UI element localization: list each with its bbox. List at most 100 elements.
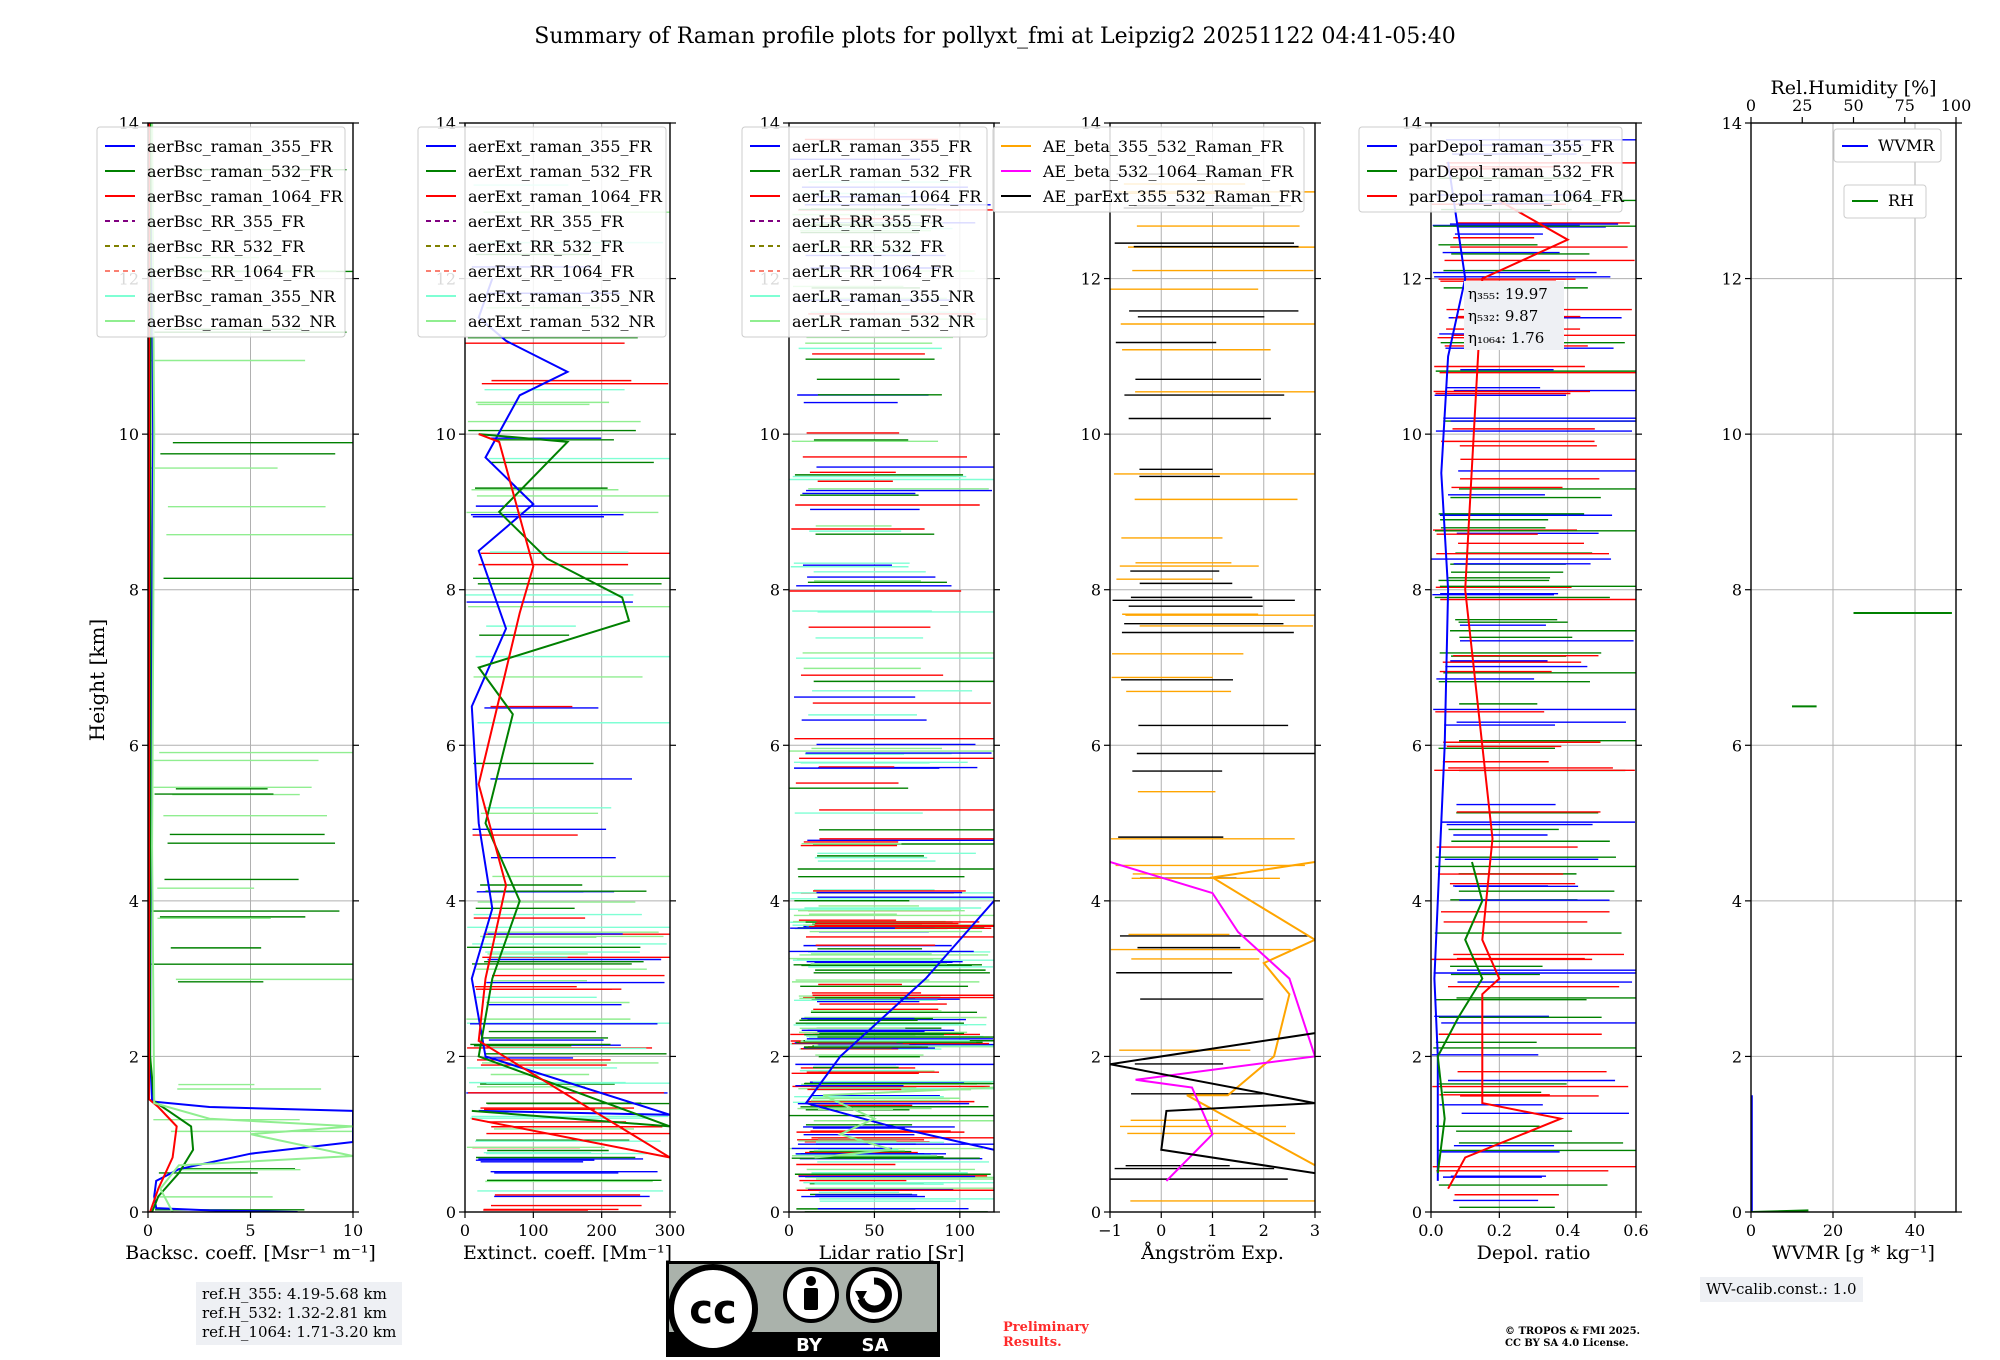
legend-label: aerLR_raman_1064_FR (792, 187, 982, 206)
legend-box (741, 126, 988, 338)
y-tick-label: 0 (1732, 1203, 1742, 1222)
legend-label: aerExt_raman_532_FR (468, 162, 653, 181)
reference-height-box: ref.H_355: 4.19-5.68 km ref.H_532: 1.32-… (196, 1282, 403, 1345)
series-AE_parExt_355_532_Raman_FR (1110, 1032, 1315, 1175)
y-tick-label: 0 (446, 1203, 456, 1222)
x-tick-label: 50 (864, 1221, 884, 1240)
series-aerBsc_raman_1064_FR (148, 123, 178, 1212)
y-tick-label: 0 (129, 1203, 139, 1222)
y-tick-label: 8 (1732, 581, 1742, 600)
series-aerLR_raman_355_FR (804, 900, 994, 1151)
y-tick-label: 0 (770, 1203, 780, 1222)
y-tick-label: 2 (129, 1047, 139, 1066)
x-tick-label: 0 (143, 1221, 153, 1240)
copyright-note: © TROPOS & FMI 2025. CC BY SA 4.0 Licens… (1505, 1326, 1641, 1349)
y-tick-label: 2 (1091, 1047, 1101, 1066)
x2-tick-label: 75 (1895, 96, 1915, 115)
y-axis-label: Height [km] (85, 619, 109, 741)
y-tick-label: 6 (1732, 736, 1742, 755)
x-tick-label: 100 (518, 1221, 549, 1240)
y-tick-label: 10 (1081, 425, 1101, 444)
eta-annotations: η₃₅₅: 19.97 η₅₃₂: 9.87 η₁₀₆₄: 1.76 (1464, 281, 1564, 350)
legend-label: AE_beta_532_1064_Raman_FR (1042, 162, 1294, 181)
x-axis-label: Lidar ratio [Sr] (819, 1242, 965, 1264)
x-tick-label: 0.2 (1487, 1221, 1512, 1240)
x-tick-label: 200 (586, 1221, 617, 1240)
y-tick-label: 8 (129, 581, 139, 600)
legend-label: parDepol_raman_532_FR (1409, 162, 1615, 181)
legend-label: aerExt_RR_532_FR (468, 237, 625, 256)
y-tick-label: 2 (446, 1047, 456, 1066)
eta-value: η₃₅₅: 19.97 (1468, 285, 1548, 303)
y-tick-label: 8 (446, 581, 456, 600)
legend-box (1843, 184, 1927, 219)
y-tick-label: 6 (1412, 736, 1422, 755)
y-tick-label: 4 (129, 892, 139, 911)
x2-axis-label: Rel.Humidity [%] (1770, 77, 1936, 99)
x2-tick-label: 0 (1746, 96, 1756, 115)
x-tick-label: 1 (1207, 1221, 1217, 1240)
cc-icon-text: cc (689, 1287, 736, 1333)
legend-label: aerBsc_RR_1064_FR (147, 262, 316, 281)
sa-share-alike-icon (846, 1267, 902, 1323)
legend-box (96, 126, 346, 338)
x-tick-label: 20 (1823, 1221, 1843, 1240)
legend: parDepol_raman_355_FR parDepol_raman_532_… (1358, 126, 1625, 213)
ref-height-355: ref.H_355: 4.19-5.68 km (202, 1285, 387, 1303)
series-aerBsc_raman_532_NR (151, 123, 353, 1212)
legend-label: AE_parExt_355_532_Raman_FR (1042, 187, 1303, 206)
legend-label: aerLR_raman_532_FR (792, 162, 972, 181)
y-tick-label: 10 (436, 425, 456, 444)
legend-label: aerBsc_RR_532_FR (147, 237, 305, 256)
legend-label: aerExt_raman_1064_FR (468, 187, 663, 206)
x-tick-label: −1 (1098, 1221, 1122, 1240)
ref-height-1064: ref.H_1064: 1.71-3.20 km (202, 1323, 397, 1341)
x-tick-label: 0.4 (1555, 1221, 1580, 1240)
y-tick-label: 8 (1412, 581, 1422, 600)
figure-title: Summary of Raman profile plots for polly… (534, 24, 1455, 49)
legend-label: aerBsc_raman_532_FR (147, 162, 333, 181)
by-label: BY (796, 1335, 823, 1356)
y-tick-label: 8 (770, 581, 780, 600)
y-tick-label: 12 (1722, 270, 1742, 289)
legend-label: aerExt_raman_355_NR (468, 287, 656, 306)
y-tick-label: 6 (446, 736, 456, 755)
x-tick-label: 100 (945, 1221, 976, 1240)
x-tick-label: 10 (343, 1221, 363, 1240)
y-tick-label: 6 (129, 736, 139, 755)
y-tick-label: 0 (1091, 1203, 1101, 1222)
y-tick-label: 10 (1402, 425, 1422, 444)
y-tick-label: 6 (770, 736, 780, 755)
profile-traces (1110, 173, 1315, 1202)
legend-label: aerLR_raman_355_FR (792, 137, 972, 156)
legend-box (417, 126, 667, 338)
eta-value: η₁₀₆₄: 1.76 (1468, 329, 1544, 347)
legend-label: parDepol_raman_355_FR (1409, 137, 1615, 156)
x2-tick-label: 25 (1792, 96, 1812, 115)
legend-label: aerExt_RR_1064_FR (468, 262, 635, 281)
eta-value: η₅₃₂: 9.87 (1468, 307, 1538, 325)
legend: aerExt_raman_355_FR aerExt_raman_532_FRae… (417, 126, 667, 338)
y-tick-label: 4 (446, 892, 456, 911)
series-aerLR_raman_532_NR (814, 1086, 994, 1159)
y-tick-label: 12 (1402, 270, 1422, 289)
sa-label: SA (862, 1335, 889, 1356)
y-tick-label: 2 (1732, 1047, 1742, 1066)
series-AE_beta_355_532_Raman_FR (1186, 861, 1315, 1167)
series-parDepol_raman_355_FR (1433, 161, 1467, 1181)
panel-1: 024681012140510Backsc. coeff. [Msr⁻¹ m⁻¹… (96, 114, 376, 1264)
panel-3: 02468101214050100Lidar ratio [Sr]aerLR_r… (741, 114, 1000, 1264)
annotation-box (1464, 281, 1564, 350)
y-tick-label: 8 (1091, 581, 1101, 600)
y-tick-label: 0 (1412, 1203, 1422, 1222)
legend: aerLR_raman_355_FR aerLR_raman_532_FR aerL… (741, 126, 988, 338)
legend-label: aerLR_RR_532_FR (792, 237, 944, 256)
legend-box (1833, 128, 1942, 163)
y-tick-label: 4 (1091, 892, 1101, 911)
legend-label: WVMR (1878, 136, 1935, 155)
y-tick-label: 10 (119, 425, 139, 444)
panel-2: 024681012140100200300Extinct. coeff. [Mm… (417, 114, 685, 1264)
ref-height-532: ref.H_532: 1.32-2.81 km (202, 1304, 387, 1322)
axes-frame (1430, 122, 1637, 1213)
y-tick-label: 4 (770, 892, 780, 911)
